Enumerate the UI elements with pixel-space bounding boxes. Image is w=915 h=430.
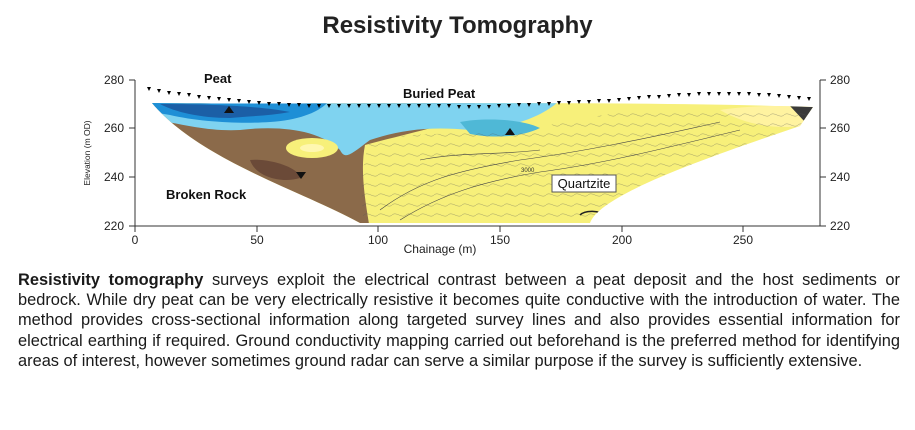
y-tick-label-right: 280 — [830, 73, 850, 87]
peat-marker — [224, 106, 234, 113]
y-tick-label-right: 240 — [830, 170, 850, 184]
x-tick-label: 0 — [132, 233, 139, 247]
quartzite-label-box: Quartzite — [551, 174, 617, 193]
page-title: Resistivity Tomography — [322, 12, 593, 39]
resistivity-section-figure: 280 260 240 220 280 260 240 220 0 50 100… — [82, 71, 850, 256]
y-tick-label: 240 — [104, 170, 124, 184]
description-lead: Resistivity tomography — [18, 271, 204, 289]
y-tick-label-right: 260 — [830, 121, 850, 135]
peat-label: Peat — [204, 71, 232, 86]
y-tick-label-right: 220 — [830, 219, 850, 233]
plot-axes — [129, 79, 826, 232]
x-tick-label: 50 — [250, 233, 264, 247]
description-paragraph: Resistivity tomography surveys exploit t… — [18, 270, 900, 371]
resistivity-section — [152, 103, 813, 223]
surface-electrodes — [147, 87, 811, 109]
x-tick-label: 250 — [733, 233, 753, 247]
buried-peat-label: Buried Peat — [403, 86, 476, 101]
contour-value-label: 3000 — [521, 168, 535, 174]
buried-peat-marker — [505, 128, 515, 135]
y-tick-label: 260 — [104, 121, 124, 135]
x-tick-label: 200 — [612, 233, 632, 247]
y-tick-label: 220 — [104, 219, 124, 233]
x-axis-label: Chainage (m) — [404, 242, 477, 256]
broken-rock-label: Broken Rock — [166, 187, 247, 202]
y-tick-label: 280 — [104, 73, 124, 87]
x-tick-label: 100 — [368, 233, 388, 247]
quartzite-label: Quartzite — [558, 176, 611, 191]
broken-rock-marker — [296, 172, 306, 179]
description-body: surveys exploit the electrical contrast … — [18, 271, 900, 370]
x-tick-label: 150 — [490, 233, 510, 247]
y-axis-label: Elevation (m OD) — [82, 120, 92, 185]
